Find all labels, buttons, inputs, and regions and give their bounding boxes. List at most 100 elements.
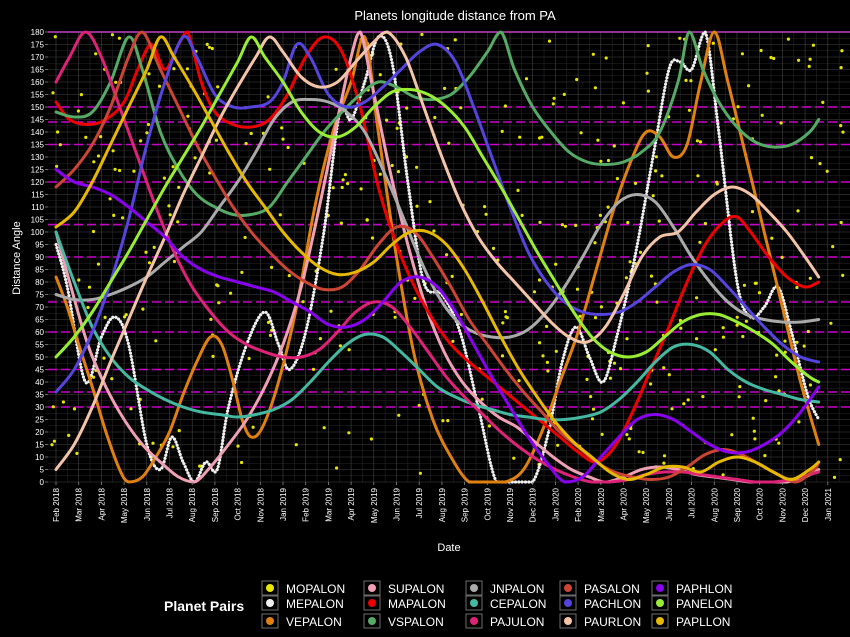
mopalon-point [742,283,747,287]
mopalon-point [629,426,633,431]
mopalon-point [152,245,156,249]
x-tick-label: Oct 2019 [483,487,492,520]
mopalon-point [268,167,272,171]
mopalon-point [593,86,598,90]
y-tick-label: 50 [35,353,44,362]
mopalon-point [721,326,725,330]
mopalon-point [737,395,741,399]
mopalon-point [240,270,244,274]
mopalon-point [721,473,725,477]
mopalon-point [579,131,583,135]
mopalon-point [625,433,629,437]
legend-label: VSPALON [388,615,444,629]
mopalon-point [750,210,755,214]
mopalon-point [684,78,688,82]
mopalon-point [637,450,641,454]
x-tick-label: Jun 2018 [143,487,152,520]
mopalon-point [340,185,344,190]
mopalon-point [585,377,589,381]
mopalon-point [500,129,504,133]
mopalon-point [840,49,844,53]
x-tick-label: Apr 2019 [347,487,356,520]
mopalon-point [599,305,604,309]
mopalon-point [655,300,659,304]
y-tick-label: 170 [31,53,45,62]
mopalon-point [172,259,176,264]
mopalon-point [520,213,524,217]
mopalon-point [751,416,755,420]
mopalon-point [395,126,399,130]
legend-key-paphlon [656,584,664,592]
mopalon-point [301,300,305,304]
x-tick-label: Aug 2019 [438,487,447,522]
y-tick-label: 20 [35,428,44,437]
x-tick-label: Dec 2019 [529,487,538,522]
mopalon-point [591,52,595,56]
mopalon-point [649,274,654,278]
mopalon-point [132,169,136,173]
mopalon-point [484,212,488,216]
mopalon-point [415,165,419,169]
mopalon-point [651,194,655,198]
mopalon-point [378,172,382,176]
legend-label: MAPALON [388,597,446,611]
mopalon-point [780,255,784,259]
mopalon-point [698,240,702,244]
series-line-paurlon [54,30,821,471]
mopalon-point [736,105,740,109]
y-tick-label: 105 [31,216,45,225]
legend-key-pasalon [564,584,572,592]
mopalon-point [518,135,522,139]
mopalon-point [763,454,767,458]
mopalon-point [545,360,550,364]
mopalon-point [517,379,521,383]
mopalon-point [775,353,779,357]
series-line-pasalon [54,30,821,484]
legend-key-pajulon [470,617,478,625]
mopalon-point [390,163,394,168]
mopalon-point [698,140,703,144]
mopalon-point [797,58,801,62]
mopalon-point [735,323,739,327]
mopalon-point [829,321,833,325]
mopalon-point [504,315,508,319]
mopalon-point [418,471,422,475]
mopalon-point [441,419,445,423]
mopalon-point [703,221,708,226]
mopalon-point [244,141,248,146]
y-tick-label: 85 [35,266,44,275]
mopalon-point [114,80,118,84]
mopalon-point [56,130,60,134]
series-layer [54,30,821,484]
mopalon-point [606,158,611,163]
mopalon-point [841,130,845,134]
mopalon-point [67,433,71,437]
mopalon-point [606,205,610,209]
mopalon-point [662,454,667,458]
mopalon-point [795,340,799,344]
mopalon-point [752,429,756,433]
mopalon-point [546,369,550,373]
mopalon-point [501,321,505,325]
mopalon-point [638,250,643,254]
mopalon-point [753,281,757,285]
y-tick-label: 60 [35,328,44,337]
y-tick-label: 10 [35,453,44,462]
mopalon-point [112,213,116,217]
x-tick-label: Nov 2018 [256,487,265,522]
legend-title: Planet Pairs [164,598,244,614]
mopalon-point [58,143,62,147]
mopalon-point [667,373,671,377]
mopalon-point [679,326,683,330]
mopalon-point [154,339,158,343]
mopalon-point [385,118,389,122]
legend-label: CEPALON [490,597,546,611]
mopalon-point [211,354,215,358]
mopalon-point [413,296,417,300]
mopalon-point [186,114,190,118]
x-tick-label: Jul 2020 [688,487,697,518]
mopalon-point [774,375,778,379]
mopalon-point [268,333,273,337]
mopalon-point [545,324,549,328]
mopalon-point [524,77,529,81]
